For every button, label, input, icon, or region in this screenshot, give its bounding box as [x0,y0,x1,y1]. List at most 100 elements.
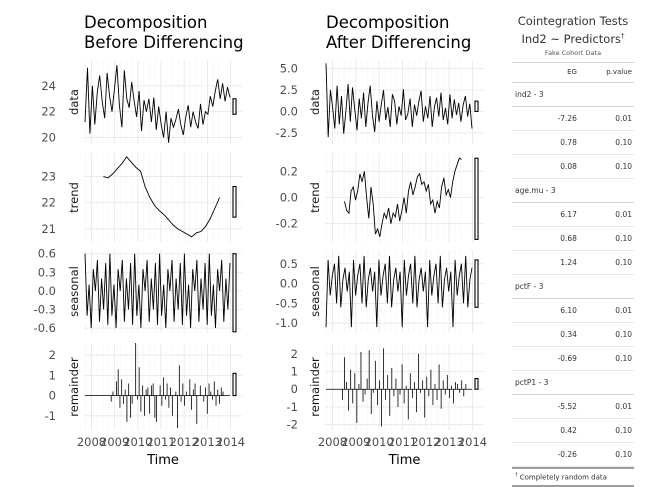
cell-pvalue: 0.01 [615,401,632,411]
facet-seasonal: -0.6 -0.3 0.0 0.3 0.6 seasonal [34,247,242,335]
y-tick-label: 22 [41,196,56,210]
table-header-row: EG p.value [512,63,634,83]
cell-eg: -5.52 [557,401,577,411]
x-tick-label: 2011 [388,435,417,449]
table-row: 1.24 0.10 [512,251,634,275]
y-tick-label: -0.5 [276,296,298,310]
facet-label: seasonal [308,266,322,317]
x-tick-label: 2013 [435,435,464,449]
table-row: -7.26 0.01 [512,107,634,131]
facet-data: 20 22 24 data [41,60,242,145]
range-bar [232,98,237,115]
table-row: 0.68 0.10 [512,227,634,251]
decomposition-panel-after: Decomposition After Differencing -2.5 0.0 2.… [276,13,488,468]
facet-background [84,60,242,144]
range-bar [474,259,479,308]
y-tick-label: 0.0 [280,277,298,291]
x-tick-label: 2008 [318,435,347,449]
range-bar [474,157,479,240]
facet-background [84,344,242,430]
table-group-label: ind2 - 3 [512,83,634,107]
range-bar [474,100,479,112]
column-header-pvalue: p.value [606,68,632,77]
y-tick-label: -2 [287,418,298,432]
table-title: Cointegration Tests Ind2 ~ Predictors† [512,8,634,47]
y-tick-label: 0.5 [280,257,298,271]
trend-line [344,157,462,237]
x-tick-label: 2013 [193,435,222,449]
cell-pvalue: 0.10 [615,257,632,267]
y-tick-label: 5.0 [280,62,298,76]
cell-pvalue: 0.10 [615,233,632,243]
y-tick-label: 22 [41,105,56,119]
cell-eg: 0.42 [560,425,577,435]
x-tick-label: 2014 [458,435,487,449]
cell-eg: 1.24 [560,257,577,267]
trend-line [103,156,221,238]
y-tick-label: 0 [291,382,298,396]
y-tick-label: 0 [49,389,56,403]
y-tick-label: -1 [287,400,298,414]
facet-label: seasonal [67,266,81,317]
decomposition-panel-before: Decomposition Before Differencing 20 22 24 da… [34,13,246,468]
range-bar [232,253,237,333]
cell-pvalue: 0.01 [615,305,632,315]
table-body: ind2 - 3 -7.26 0.01 0.78 0.10 0.08 0.10 age.mu … [512,83,634,469]
y-tick-label: 0.0 [280,191,298,205]
facet-label: trend [67,182,81,213]
data-line [84,65,231,143]
y-tick-label: 0.6 [38,247,56,261]
table-row: 0.34 0.10 [512,323,634,347]
panel-title-line: Decomposition [326,13,449,32]
cell-pvalue: 0.01 [615,209,632,219]
table-group-label: age.mu - 3 [512,179,634,203]
table-row: 6.10 0.01 [512,299,634,323]
y-tick-label: 0.2 [280,164,298,178]
y-tick-label: 0.0 [280,104,298,118]
panel-title: Decomposition After Differencing [326,13,471,52]
y-tick-label: 2 [291,347,298,361]
cell-eg: 0.08 [560,161,577,171]
y-tick-label: 23 [41,170,56,184]
table-row: 0.42 0.10 [512,419,634,443]
cell-eg: -0.26 [557,449,577,459]
x-axis-title: Time [388,453,421,468]
cell-pvalue: 0.10 [615,329,632,339]
x-tick-label: 2011 [146,435,175,449]
table-row: 0.78 0.10 [512,131,634,155]
cointegration-table: Cointegration Tests Ind2 ~ Predictors† F… [512,8,634,487]
y-tick-label: 2.5 [280,83,298,97]
y-tick-label: -1 [45,409,56,423]
facet-trend: 21 22 23 trend [41,153,242,242]
table-source: Fake Cohort Data [512,49,634,63]
x-axis-title: Time [146,453,179,468]
cell-pvalue: 0.10 [615,449,632,459]
x-tick-label: 2009 [341,435,370,449]
facet-label: data [67,89,81,115]
y-tick-label: -1.0 [276,316,298,330]
table-row: -0.26 0.10 [512,443,634,467]
facet-seasonal: -1.0 -0.5 0.0 0.5 seasonal [276,250,484,333]
facet-background [325,344,484,430]
x-tick-label: 2010 [123,435,152,449]
data-line [325,63,473,138]
y-tick-label: -0.2 [276,217,298,231]
decomposition-figure: Decomposition Before Differencing 20 22 24 da… [34,13,488,468]
cell-eg: 0.68 [560,233,577,243]
table-footnote: † Completely random data [512,469,634,487]
facet-label: remainder [67,357,81,417]
panel-title-line: After Differencing [326,33,471,52]
panel-title: Decomposition Before Differencing [84,13,244,52]
cell-eg: 0.78 [560,137,577,147]
y-tick-label: 20 [41,131,56,145]
cell-eg: 6.10 [560,305,577,315]
x-tick-label: 2009 [100,435,129,449]
table-group-label: pctF - 3 [512,275,634,299]
table-row: 6.17 0.01 [512,203,634,227]
y-tick-label: 24 [41,79,56,93]
cell-pvalue: 0.10 [615,161,632,171]
y-tick-label: -2.5 [276,126,298,140]
y-tick-label: -0.6 [34,321,56,335]
table-footnote-mark: † [515,471,518,478]
seasonal-line [84,253,231,329]
